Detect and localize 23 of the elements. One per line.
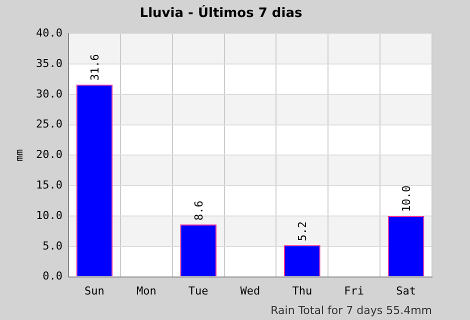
data-label: 8.6	[192, 200, 206, 221]
y-tick-label: 35.0	[36, 56, 62, 70]
y-tick-label: 5.0	[42, 239, 62, 252]
x-tick-label: Wed	[240, 284, 260, 298]
x-tick-label: Sat	[396, 284, 416, 298]
y-tick-label: 15.0	[36, 178, 62, 192]
data-label: 31.6	[88, 54, 102, 81]
y-axis-title: mm	[14, 149, 26, 162]
data-label: 10.0	[400, 186, 414, 212]
x-tick-label: Mon	[136, 284, 156, 298]
y-tick-label: 25.0	[36, 118, 62, 131]
chart-title: Lluvia - Últimos 7 dias	[140, 4, 302, 22]
x-tick-label: Thu	[292, 284, 312, 298]
y-tick-label: 0.0	[42, 270, 62, 283]
y-tick-label: 30.0	[36, 87, 62, 100]
x-tick-label: Fri	[344, 284, 364, 298]
y-tick-label: 40.0	[36, 26, 62, 40]
data-label: 5.2	[296, 221, 310, 242]
text: Rain Total for 7 days 55.4mm	[270, 304, 432, 317]
y-tick-label: 20.0	[36, 148, 62, 162]
x-tick-label: Tue	[188, 284, 208, 298]
x-tick-label: Sun	[84, 284, 104, 298]
y-tick-label: 10.0	[36, 208, 62, 222]
